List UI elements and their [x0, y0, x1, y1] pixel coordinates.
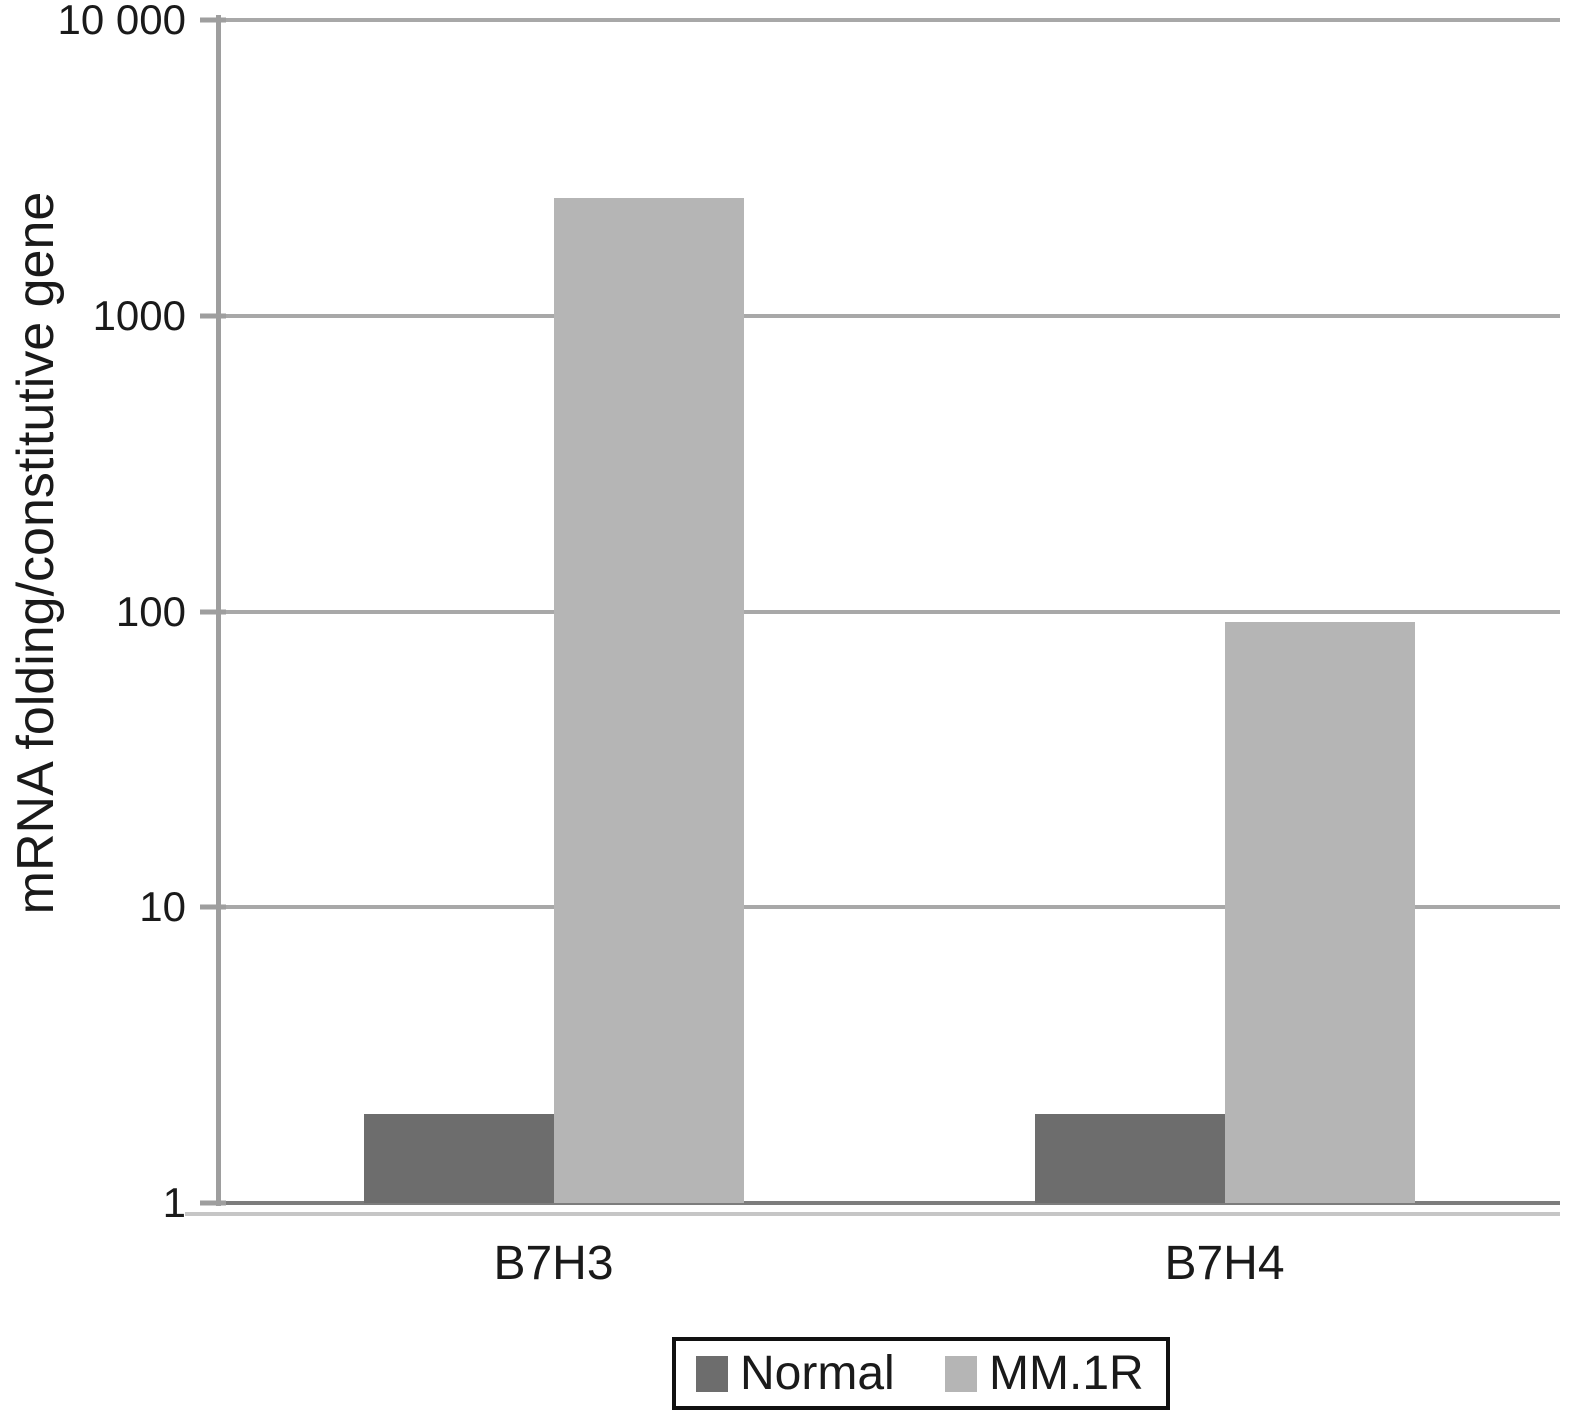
legend-swatch-normal — [696, 1355, 728, 1392]
gridline-1000 — [218, 313, 1560, 318]
y-tick-label-10000: 10 000 — [57, 0, 186, 43]
bar-normal-b7h3 — [363, 1113, 554, 1203]
legend-label-normal: Normal — [740, 1347, 895, 1400]
bar-mm1r-b7h4 — [1224, 622, 1415, 1203]
bar-normal-b7h4 — [1034, 1113, 1225, 1203]
y-tick-10 — [200, 904, 226, 910]
gridline-10000 — [218, 18, 1560, 22]
y-tick-100 — [200, 609, 226, 614]
category-label-b7h4: B7H4 — [1164, 1237, 1285, 1290]
y-tick-10000 — [200, 17, 226, 23]
y-tick-label-100: 100 — [115, 587, 186, 635]
y-tick-1000 — [200, 313, 226, 319]
category-label-b7h3: B7H3 — [493, 1237, 614, 1290]
legend-swatch-mm1r — [945, 1355, 978, 1392]
gridline-100 — [218, 609, 1560, 614]
y-tick-1 — [200, 1200, 226, 1206]
legend-item-normal: Normal — [696, 1346, 899, 1401]
y-tick-label-1: 1 — [162, 1179, 186, 1226]
x-axis-line — [185, 1212, 1560, 1216]
legend-item-mm1r: MM.1R — [945, 1346, 1148, 1401]
y-tick-label-1000: 1000 — [92, 291, 186, 339]
gridline-10 — [218, 905, 1560, 910]
y-axis-line — [216, 15, 221, 1206]
gridline-1 — [218, 1201, 1560, 1205]
legend: Normal MM.1R — [672, 1337, 1170, 1410]
legend-label-mm1r: MM.1R — [989, 1347, 1144, 1400]
bar-mm1r-b7h3 — [553, 198, 744, 1203]
y-tick-label-10: 10 — [139, 883, 186, 931]
